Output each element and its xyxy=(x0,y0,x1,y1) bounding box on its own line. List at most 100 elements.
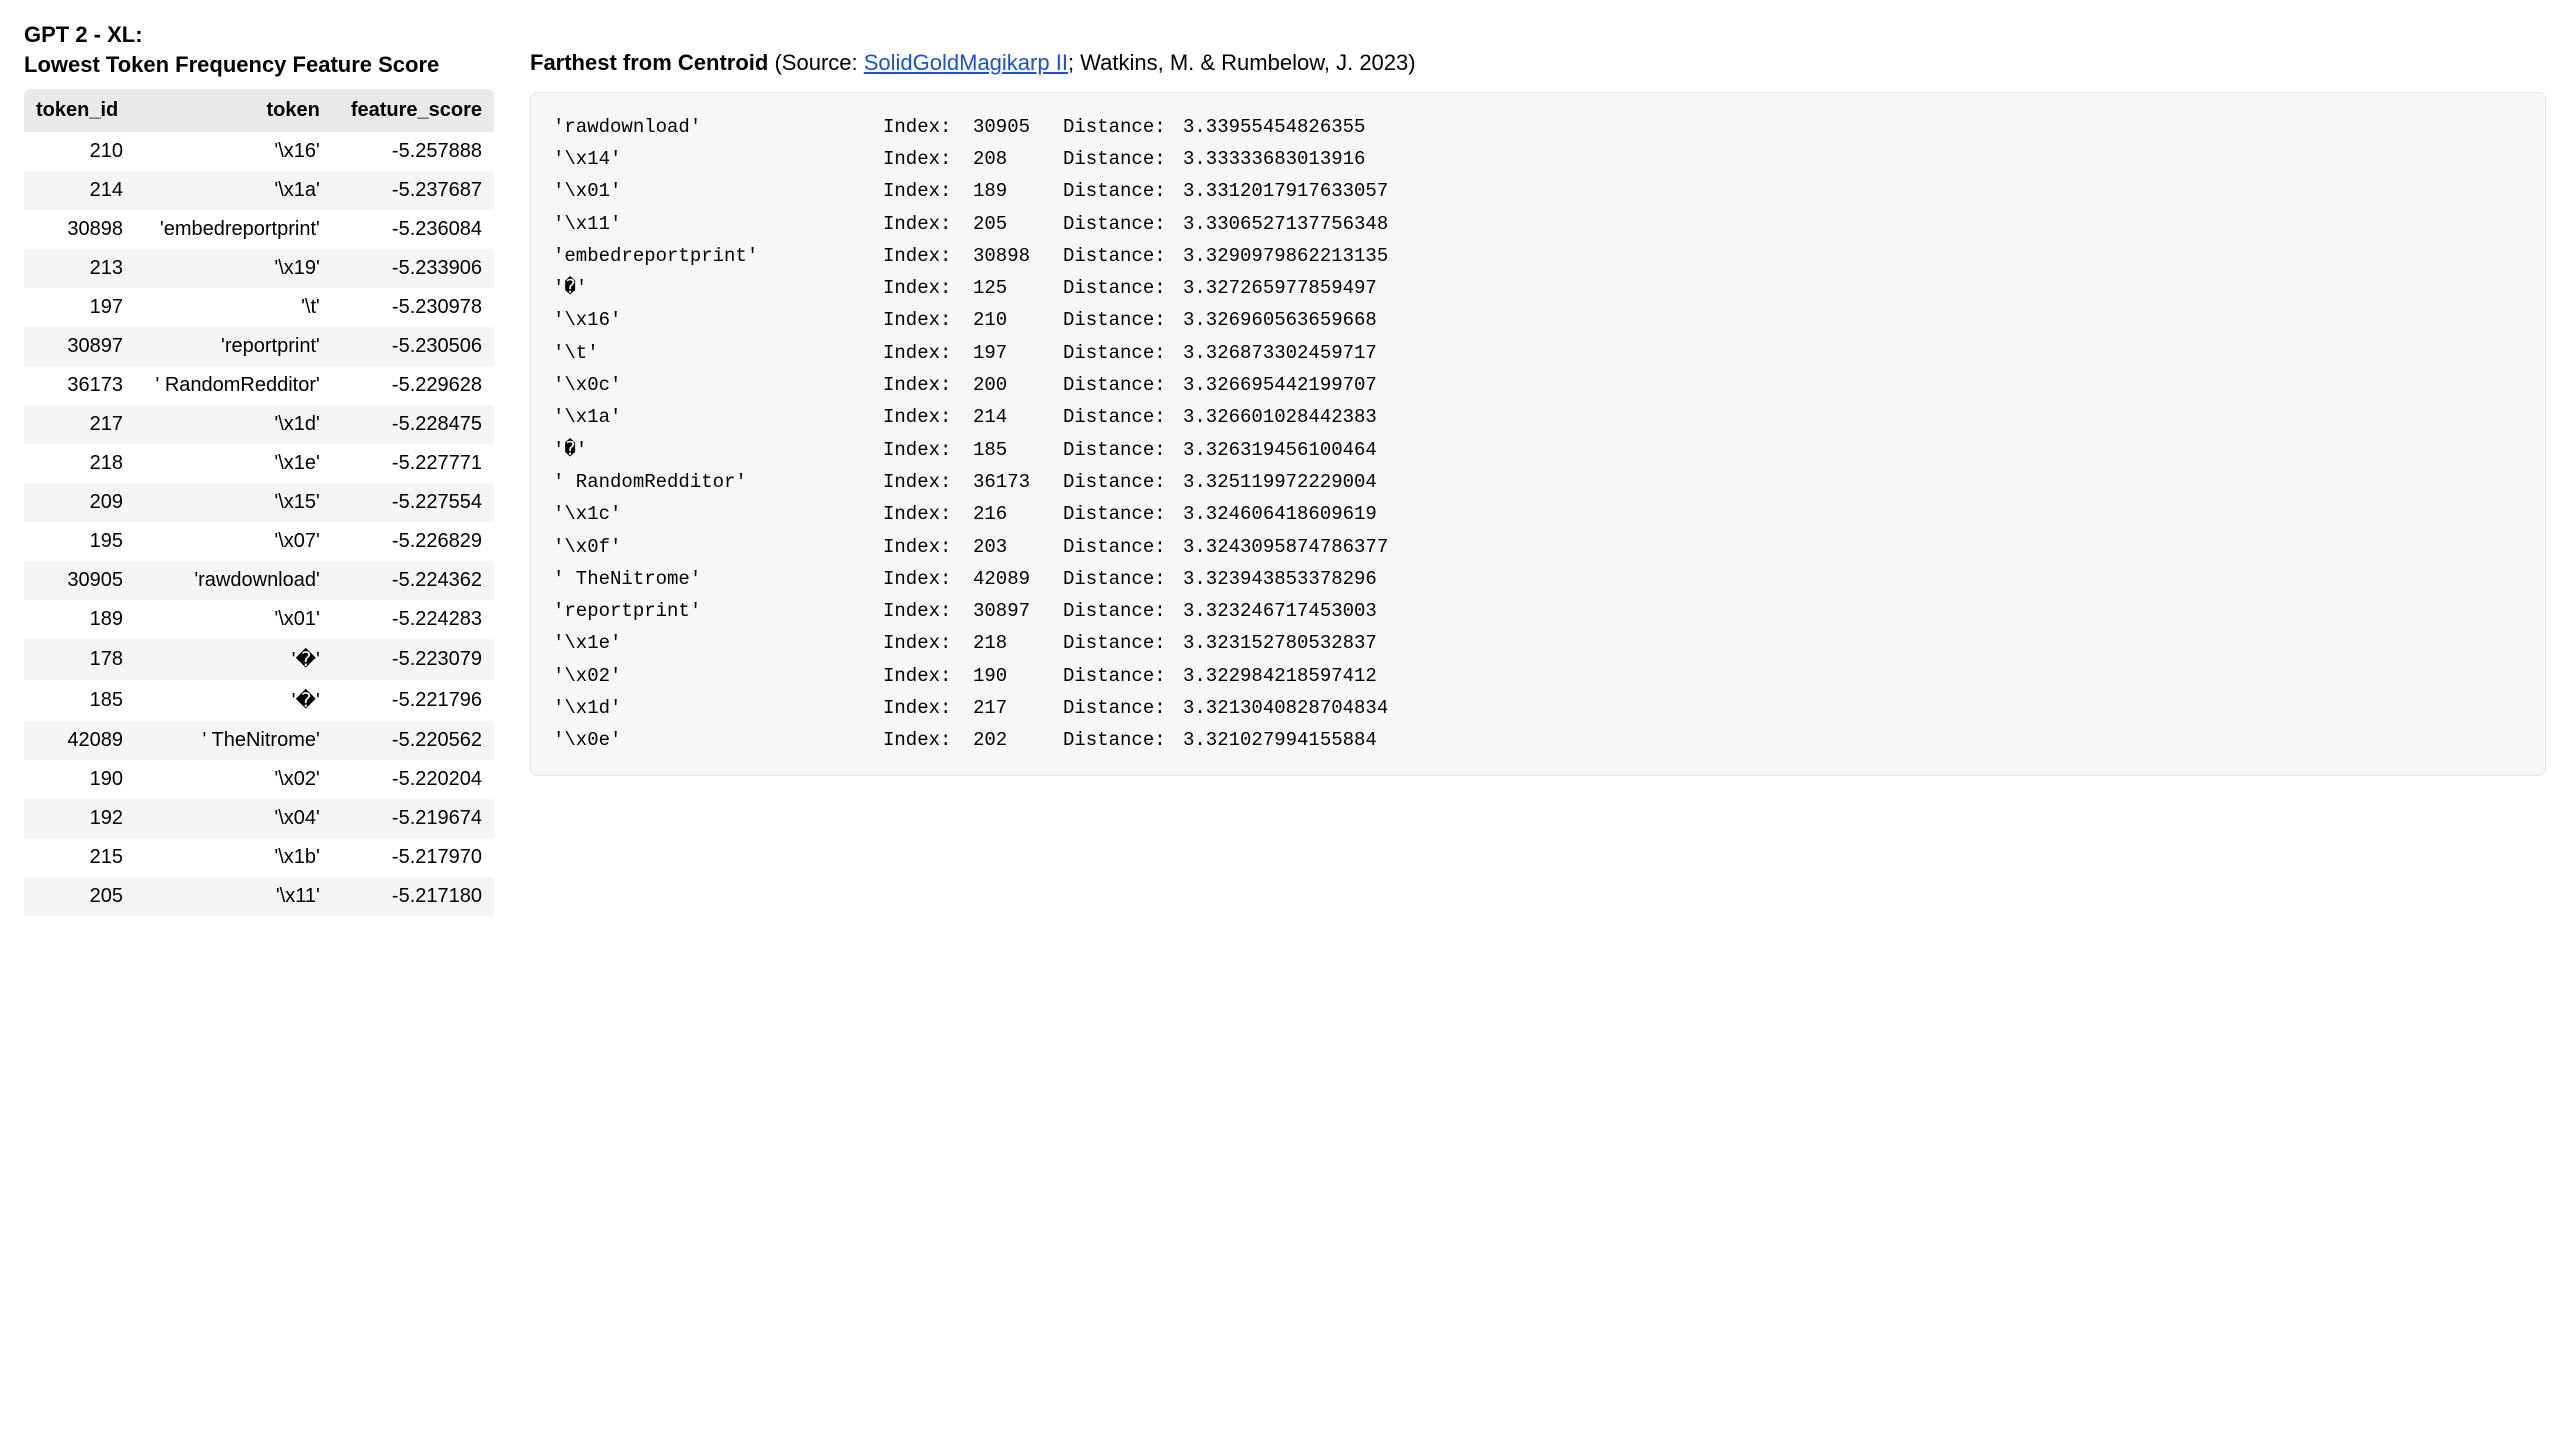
left-title-line2: Lowest Token Frequency Feature Score xyxy=(24,52,439,77)
code-token: '\x02' xyxy=(553,660,883,692)
cell-feature-score: -5.224283 xyxy=(332,600,494,639)
code-row: '\x0c'Index:200Distance:3.32669544219970… xyxy=(553,369,2523,401)
code-token: '\x0e' xyxy=(553,724,883,756)
left-title-line1: GPT 2 - XL: xyxy=(24,22,143,47)
table-row: 189'\x01'-5.224283 xyxy=(24,600,494,639)
code-distance-label: Distance: xyxy=(1063,498,1183,530)
code-index-value: 42089 xyxy=(973,563,1063,595)
cell-token: 'embedreportprint' xyxy=(135,210,332,249)
table-row: 30897'reportprint'-5.230506 xyxy=(24,327,494,366)
code-distance-label: Distance: xyxy=(1063,563,1183,595)
code-row: 'embedreportprint'Index:30898Distance:3.… xyxy=(553,240,2523,272)
cell-token-id: 42089 xyxy=(24,721,135,760)
cell-token-id: 36173 xyxy=(24,366,135,405)
main-container: GPT 2 - XL: Lowest Token Frequency Featu… xyxy=(24,20,2546,916)
right-title-source-prefix: (Source: xyxy=(768,50,863,75)
code-token: '\x1c' xyxy=(553,498,883,530)
code-distance-label: Distance: xyxy=(1063,111,1183,143)
cell-token-id: 30897 xyxy=(24,327,135,366)
code-distance-value: 3.326873302459717 xyxy=(1183,337,2523,369)
code-distance-value: 3.326601028442383 xyxy=(1183,401,2523,433)
code-row: 'rawdownload'Index:30905Distance:3.33955… xyxy=(553,111,2523,143)
code-distance-label: Distance: xyxy=(1063,692,1183,724)
code-row: '\x1e'Index:218Distance:3.32315278053283… xyxy=(553,627,2523,659)
cell-feature-score: -5.221796 xyxy=(332,680,494,721)
code-index-label: Index: xyxy=(883,240,973,272)
code-index-value: 30898 xyxy=(973,240,1063,272)
code-distance-value: 3.322984218597412 xyxy=(1183,660,2523,692)
table-row: 36173' RandomRedditor'-5.229628 xyxy=(24,366,494,405)
code-distance-value: 3.326960563659668 xyxy=(1183,304,2523,336)
cell-token: '\x1a' xyxy=(135,171,332,210)
col-feature-score: feature_score xyxy=(332,89,494,132)
code-token: 'reportprint' xyxy=(553,595,883,627)
code-index-value: 214 xyxy=(973,401,1063,433)
code-distance-label: Distance: xyxy=(1063,466,1183,498)
cell-token: '�' xyxy=(135,639,332,680)
cell-feature-score: -5.237687 xyxy=(332,171,494,210)
table-row: 209'\x15'-5.227554 xyxy=(24,483,494,522)
cell-feature-score: -5.229628 xyxy=(332,366,494,405)
cell-token-id: 209 xyxy=(24,483,135,522)
cell-token-id: 185 xyxy=(24,680,135,721)
code-distance-label: Distance: xyxy=(1063,337,1183,369)
code-index-label: Index: xyxy=(883,175,973,207)
code-distance-value: 3.323152780532837 xyxy=(1183,627,2523,659)
cell-token: ' TheNitrome' xyxy=(135,721,332,760)
cell-token-id: 192 xyxy=(24,799,135,838)
code-distance-label: Distance: xyxy=(1063,208,1183,240)
code-distance-label: Distance: xyxy=(1063,304,1183,336)
cell-token: '\x11' xyxy=(135,877,332,916)
code-distance-value: 3.326695442199707 xyxy=(1183,369,2523,401)
cell-feature-score: -5.220204 xyxy=(332,760,494,799)
code-row: '\x1a'Index:214Distance:3.32660102844238… xyxy=(553,401,2523,433)
table-row: 215'\x1b'-5.217970 xyxy=(24,838,494,877)
code-index-value: 202 xyxy=(973,724,1063,756)
code-token: '\x0f' xyxy=(553,531,883,563)
code-index-label: Index: xyxy=(883,111,973,143)
code-distance-value: 3.3306527137756348 xyxy=(1183,208,2523,240)
table-header-row: token_id token feature_score xyxy=(24,89,494,132)
code-row: '\x16'Index:210Distance:3.32696056365966… xyxy=(553,304,2523,336)
code-index-label: Index: xyxy=(883,466,973,498)
cell-feature-score: -5.219674 xyxy=(332,799,494,838)
code-token: '\x16' xyxy=(553,304,883,336)
left-panel: GPT 2 - XL: Lowest Token Frequency Featu… xyxy=(24,20,494,916)
code-index-value: 217 xyxy=(973,692,1063,724)
code-index-value: 185 xyxy=(973,434,1063,466)
code-index-label: Index: xyxy=(883,337,973,369)
code-index-value: 218 xyxy=(973,627,1063,659)
cell-token-id: 210 xyxy=(24,132,135,171)
code-index-value: 30905 xyxy=(973,111,1063,143)
code-index-label: Index: xyxy=(883,692,973,724)
code-index-label: Index: xyxy=(883,304,973,336)
cell-token-id: 30898 xyxy=(24,210,135,249)
code-row: '\x0f'Index:203Distance:3.32430958747863… xyxy=(553,531,2523,563)
code-row: '�'Index:185Distance:3.326319456100464 xyxy=(553,434,2523,466)
cell-feature-score: -5.217180 xyxy=(332,877,494,916)
code-distance-value: 3.321027994155884 xyxy=(1183,724,2523,756)
cell-token-id: 214 xyxy=(24,171,135,210)
table-row: 195'\x07'-5.226829 xyxy=(24,522,494,561)
cell-token-id: 197 xyxy=(24,288,135,327)
table-row: 218'\x1e'-5.227771 xyxy=(24,444,494,483)
code-distance-label: Distance: xyxy=(1063,595,1183,627)
code-distance-value: 3.325119972229004 xyxy=(1183,466,2523,498)
table-row: 192'\x04'-5.219674 xyxy=(24,799,494,838)
right-title-after-link: ; Watkins, M. & Rumbelow, J. 2023) xyxy=(1068,50,1416,75)
code-index-label: Index: xyxy=(883,272,973,304)
cell-token: '�' xyxy=(135,680,332,721)
table-row: 185'�'-5.221796 xyxy=(24,680,494,721)
code-distance-label: Distance: xyxy=(1063,434,1183,466)
code-distance-value: 3.323943853378296 xyxy=(1183,563,2523,595)
cell-token-id: 205 xyxy=(24,877,135,916)
code-token: 'rawdownload' xyxy=(553,111,883,143)
cell-feature-score: -5.227554 xyxy=(332,483,494,522)
source-link[interactable]: SolidGoldMagikarp II xyxy=(864,50,1068,75)
code-distance-value: 3.327265977859497 xyxy=(1183,272,2523,304)
cell-feature-score: -5.233906 xyxy=(332,249,494,288)
code-index-value: 216 xyxy=(973,498,1063,530)
code-index-label: Index: xyxy=(883,627,973,659)
code-index-label: Index: xyxy=(883,660,973,692)
code-token: '\x01' xyxy=(553,175,883,207)
